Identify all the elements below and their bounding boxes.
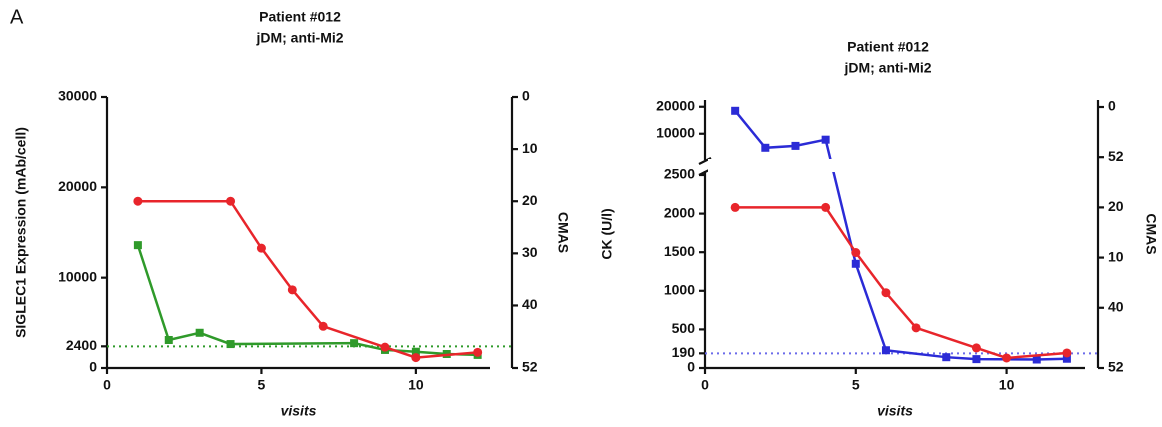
marker [911,323,921,333]
marker [226,340,235,349]
x-axis-label: visits [877,403,913,419]
y-tick-label: 190 [672,344,696,360]
y-axis-label: SIGLEC1 Expression (mAb/cell) [13,127,29,338]
marker [133,196,143,206]
y2-tick-label: 0 [522,88,530,104]
chart-title: Patient #012 [847,39,929,55]
x-tick-label: 0 [103,377,111,393]
y-tick-label: 500 [672,320,696,336]
marker [761,143,770,152]
marker [972,355,981,364]
marker [350,339,359,348]
marker [256,243,266,253]
y-tick-label: 0 [89,359,97,375]
marker [851,259,860,268]
marker [791,141,800,150]
chart-subtitle: jDM; anti-Mi2 [843,60,931,76]
marker [942,353,951,362]
marker [473,347,483,357]
marker [1062,348,1072,358]
x-axis-label: visits [281,403,317,419]
y2-axis-label: CMAS [555,212,571,253]
marker [1002,353,1012,363]
marker [730,202,740,212]
marker [1032,355,1041,364]
series-line [136,244,478,357]
y2-tick-label: 20 [522,192,538,208]
marker [411,347,420,356]
series-line [735,206,1068,360]
marker [380,342,390,352]
y-tick-label: 20000 [656,97,695,113]
marker [821,135,830,144]
y-tick-label: 10000 [58,268,97,284]
marker [411,353,421,363]
series-line [734,110,1067,361]
marker [1062,354,1071,363]
y-tick-label: 2000 [664,204,695,220]
y2-tick-label: 10 [522,140,538,156]
y2-tick-label: 52 [1108,148,1124,164]
marker [195,328,204,337]
chart-title: Patient #012 [259,9,341,25]
x-tick-label: 0 [701,377,709,393]
y2-tick-label: 52 [522,359,538,375]
y-tick-label: 0 [687,359,695,375]
y2-tick-label: 0 [1108,98,1116,114]
marker [164,335,173,344]
marker [133,241,142,250]
y2-tick-label: 40 [522,296,538,312]
y2-axis-label: CMAS [1143,213,1159,254]
y2-tick-label: 10 [1108,248,1124,264]
marker [318,321,328,331]
break-gap [708,159,1088,172]
y-tick-label: 20000 [58,178,97,194]
y2-tick-label: 52 [1108,359,1124,375]
marker [287,285,297,295]
y-axis-label: CK (U/l) [599,208,615,259]
y2-tick-label: 30 [522,244,538,260]
y2-tick-label: 20 [1108,198,1124,214]
x-tick-label: 10 [408,377,424,393]
y2-tick-label: 40 [1108,298,1124,314]
y-tick-label: 10000 [656,124,695,140]
marker [821,202,831,212]
y-tick-label: 1500 [664,243,695,259]
y-tick-label: 2400 [66,337,97,353]
marker [851,248,861,258]
marker [881,346,890,355]
panel-label: A [10,6,24,28]
marker [226,196,236,206]
marker [971,343,981,353]
marker [731,106,740,115]
y-tick-label: 30000 [58,88,97,104]
y-tick-label: 2500 [664,166,695,182]
x-tick-label: 5 [258,377,266,393]
y-tick-label: 1000 [664,282,695,298]
chart-subtitle: jDM; anti-Mi2 [255,30,343,46]
x-tick-label: 10 [999,377,1015,393]
marker [881,288,891,298]
series-line [137,199,478,359]
x-tick-label: 5 [852,377,860,393]
